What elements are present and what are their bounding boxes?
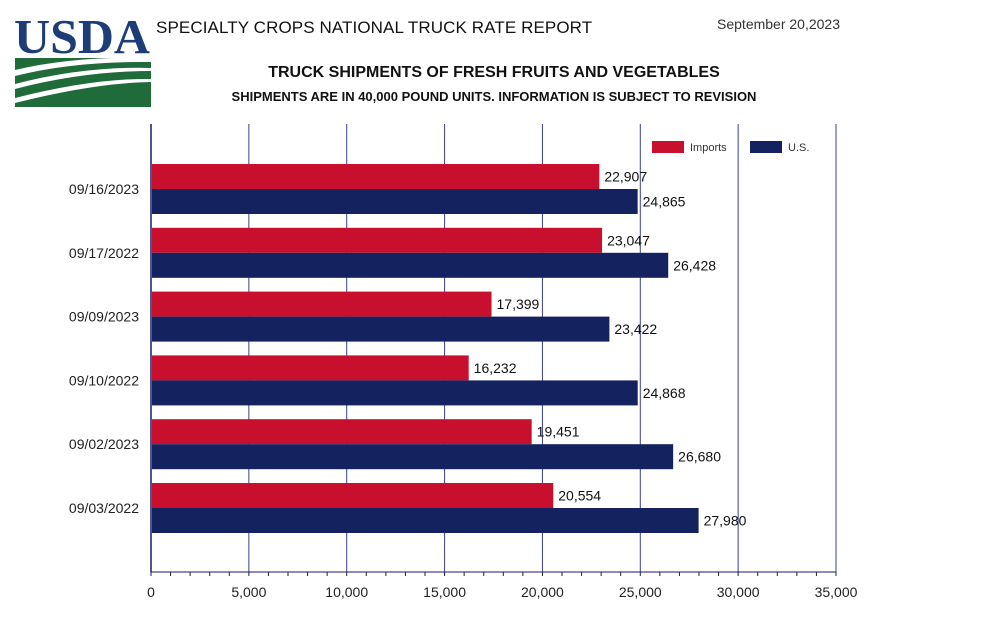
bar-us (152, 508, 699, 533)
x-tick-label: 35,000 (815, 584, 858, 600)
data-label: 26,680 (678, 449, 721, 465)
usda-logo: USDA (14, 9, 151, 107)
data-label: 24,868 (643, 385, 686, 401)
x-tick-label: 15,000 (423, 584, 466, 600)
category-label: 09/09/2023 (69, 309, 139, 325)
x-tick-label: 0 (147, 584, 155, 600)
data-label: 17,399 (497, 296, 540, 312)
bar-us (152, 252, 669, 278)
x-tick-label: 20,000 (521, 584, 564, 600)
bar-us (152, 444, 674, 470)
legend-label: U.S. (788, 142, 809, 154)
bar-imports (152, 483, 554, 508)
x-tick-label: 25,000 (619, 584, 662, 600)
x-tick-label: 30,000 (717, 584, 760, 600)
data-label: 22,907 (604, 169, 647, 185)
data-label: 27,980 (704, 513, 747, 529)
bar-imports (152, 227, 603, 253)
category-label: 09/02/2023 (69, 436, 139, 452)
data-label: 26,428 (673, 257, 716, 273)
data-label: 20,554 (558, 488, 601, 504)
bar-imports (152, 164, 600, 189)
data-label: 23,422 (614, 321, 657, 337)
legend-label: Imports (690, 142, 727, 154)
bar-imports (152, 419, 532, 445)
chart-title: TRUCK SHIPMENTS OF FRESH FRUITS AND VEGE… (268, 64, 720, 81)
report-title: SPECIALTY CROPS NATIONAL TRUCK RATE REPO… (156, 18, 593, 37)
category-label: 09/10/2022 (69, 372, 139, 388)
bar-imports (152, 291, 492, 317)
legend-swatch (652, 141, 684, 153)
data-label: 24,865 (643, 194, 686, 210)
x-tick-label: 10,000 (325, 584, 368, 600)
data-label: 16,232 (474, 360, 517, 376)
category-label: 09/03/2022 (69, 500, 139, 516)
bar-us (152, 380, 638, 406)
data-label: 19,451 (537, 424, 580, 440)
x-tick-label: 5,000 (231, 584, 266, 600)
category-label: 09/17/2022 (69, 245, 139, 261)
legend-swatch (750, 141, 782, 153)
bar-imports (152, 355, 469, 381)
category-label: 09/16/2023 (69, 181, 139, 197)
chart-subtitle: SHIPMENTS ARE IN 40,000 POUND UNITS. INF… (231, 89, 757, 104)
data-label: 23,047 (607, 232, 650, 248)
logo-text: USDA (14, 9, 151, 64)
bar-us (152, 316, 610, 342)
bar-us (152, 189, 638, 214)
report-date: September 20,2023 (717, 16, 840, 32)
